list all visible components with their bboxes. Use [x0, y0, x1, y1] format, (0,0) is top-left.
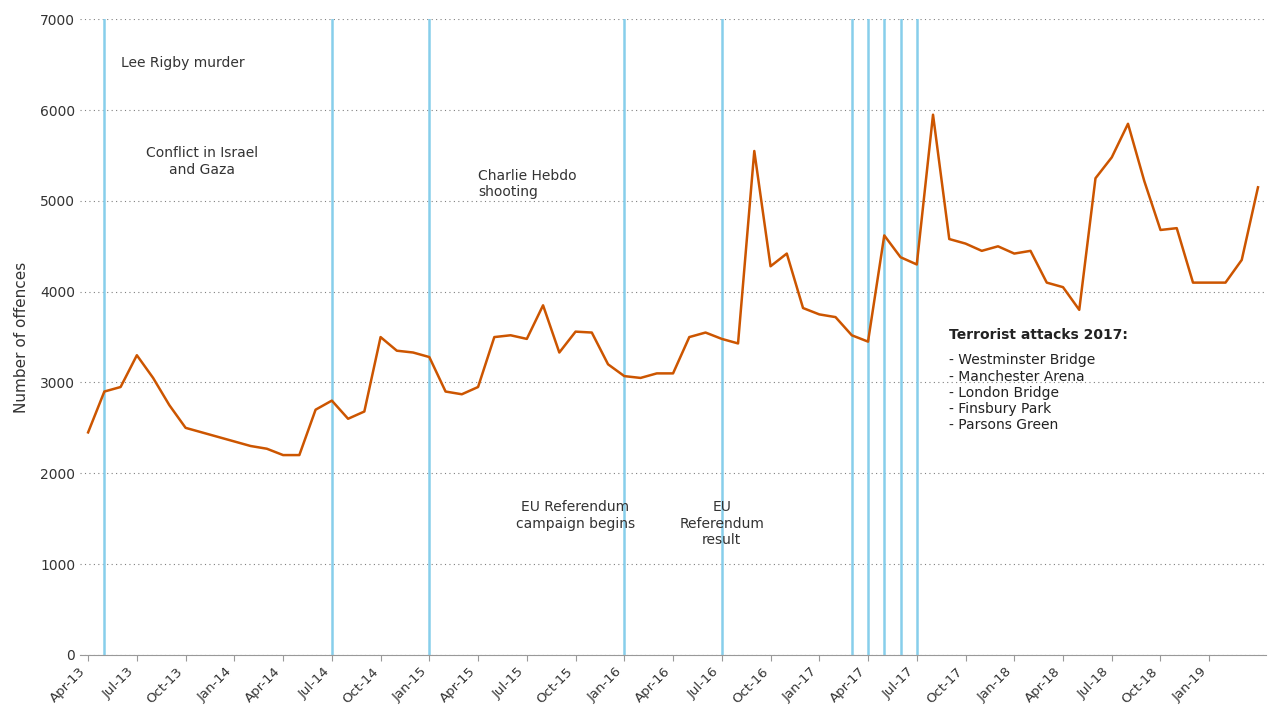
Text: Lee Rigby murder: Lee Rigby murder	[120, 55, 244, 70]
Text: Charlie Hebdo
shooting: Charlie Hebdo shooting	[477, 169, 577, 199]
Text: - Westminster Bridge
- Manchester Arena
- London Bridge
- Finsbury Park
- Parson: - Westminster Bridge - Manchester Arena …	[950, 354, 1096, 432]
Text: EU
Referendum
result: EU Referendum result	[680, 500, 764, 547]
Text: Terrorist attacks 2017:: Terrorist attacks 2017:	[950, 328, 1128, 342]
Text: EU Referendum
campaign begins: EU Referendum campaign begins	[516, 500, 635, 531]
Y-axis label: Number of offences: Number of offences	[14, 261, 29, 413]
Text: Conflict in Israel
and Gaza: Conflict in Israel and Gaza	[146, 146, 257, 176]
